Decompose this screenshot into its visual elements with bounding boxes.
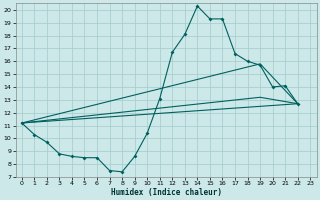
X-axis label: Humidex (Indice chaleur): Humidex (Indice chaleur): [110, 188, 221, 197]
